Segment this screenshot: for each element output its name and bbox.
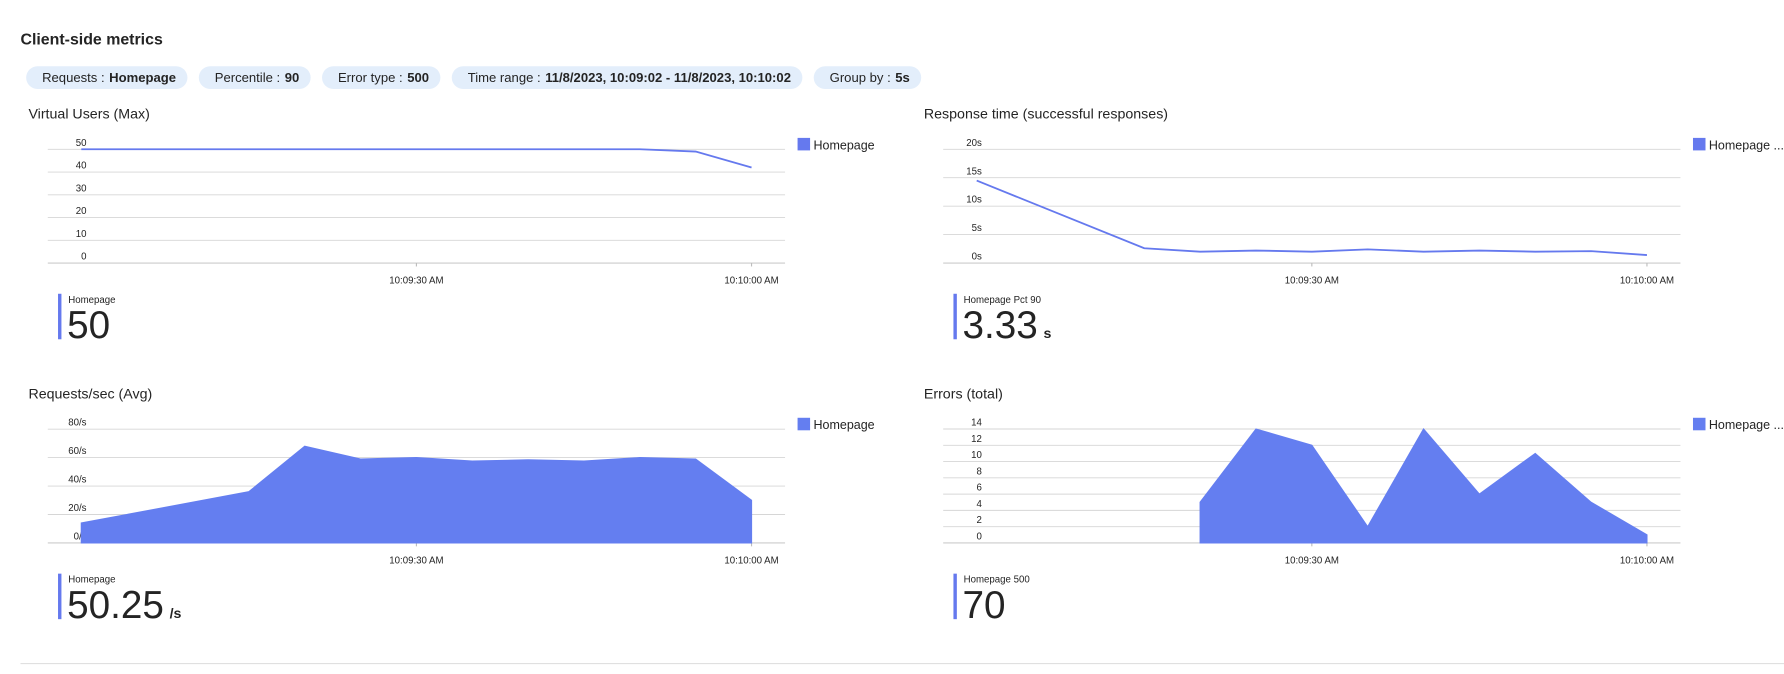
line-series bbox=[81, 148, 752, 169]
pill-label: Error type : bbox=[338, 70, 403, 85]
pill-label: Group by : bbox=[830, 70, 891, 85]
x-tick-label: 10:09:30 AM bbox=[1285, 555, 1339, 566]
summary-value: 50.25 bbox=[67, 584, 164, 627]
y-tick-label: 10 bbox=[76, 229, 87, 240]
summary-label: Homepage Pct 90 bbox=[964, 295, 1041, 306]
legend-label: Homepage ... bbox=[1709, 418, 1784, 432]
summary-value: 70 bbox=[963, 584, 1006, 627]
summary-bar bbox=[953, 293, 957, 340]
line-series bbox=[976, 179, 1648, 256]
legend-swatch bbox=[1692, 137, 1706, 151]
summary-bar bbox=[953, 573, 957, 620]
y-tick-label: 50 bbox=[76, 138, 87, 149]
y-tick-label: 20s bbox=[966, 138, 982, 149]
filter-pill: Group by : 5s bbox=[813, 66, 922, 89]
pill-text: Requests : Homepage bbox=[42, 70, 176, 85]
x-tick-label: 10:10:00 AM bbox=[1620, 555, 1674, 566]
legend-label: Homepage bbox=[813, 418, 874, 432]
summary-bar bbox=[58, 573, 62, 620]
pill-background bbox=[322, 66, 441, 89]
pill-background bbox=[26, 66, 188, 89]
y-tick-label: 4 bbox=[977, 499, 983, 510]
y-tick-label: 14 bbox=[971, 418, 982, 429]
y-tick-label: 0/s bbox=[74, 532, 87, 543]
pill-text: Group by : 5s bbox=[830, 70, 910, 85]
x-tick-label: 10:10:00 AM bbox=[724, 276, 778, 287]
pill-background bbox=[198, 66, 311, 89]
y-tick-label: 12 bbox=[971, 434, 982, 445]
y-tick-label: 60/s bbox=[68, 446, 86, 457]
y-tick-label: 20 bbox=[76, 206, 87, 217]
legend-swatch bbox=[797, 417, 811, 431]
y-tick-label: 30 bbox=[76, 183, 87, 194]
y-tick-label: 0s bbox=[972, 252, 982, 263]
area-series bbox=[1199, 428, 1648, 544]
x-tick-label: 10:09:30 AM bbox=[389, 555, 443, 566]
pill-value: Homepage bbox=[109, 70, 176, 85]
chart-title: Errors (total) bbox=[924, 386, 1003, 402]
x-tick-label: 10:10:00 AM bbox=[724, 555, 778, 566]
y-tick-label: 0 bbox=[81, 252, 86, 263]
legend-label: Homepage ... bbox=[1709, 138, 1784, 152]
pill-value: 11/8/2023, 10:09:02 - 11/8/2023, 10:10:0… bbox=[545, 70, 791, 85]
y-tick-label: 10s bbox=[966, 195, 982, 206]
y-tick-label: 0 bbox=[977, 532, 982, 543]
page-title: Client-side metrics bbox=[20, 32, 162, 49]
legend-label: Homepage bbox=[813, 138, 874, 152]
pill-background bbox=[813, 66, 922, 89]
x-tick-label: 10:09:30 AM bbox=[389, 276, 443, 287]
filter-pill: Requests : Homepage bbox=[26, 66, 188, 89]
pill-value: 500 bbox=[407, 70, 429, 85]
filter-pill: Percentile : 90 bbox=[198, 66, 311, 89]
y-tick-label: 20/s bbox=[68, 503, 86, 514]
y-tick-label: 80/s bbox=[68, 418, 86, 429]
summary-bar bbox=[58, 293, 62, 340]
legend-swatch bbox=[797, 137, 811, 151]
summary-unit: /s bbox=[170, 606, 182, 622]
y-tick-label: 5s bbox=[972, 223, 982, 234]
y-tick-label: 15s bbox=[966, 166, 982, 177]
filter-pill: Error type : 500 bbox=[322, 66, 441, 89]
pill-value: 5s bbox=[895, 70, 910, 85]
y-tick-label: 40 bbox=[76, 161, 87, 172]
summary-label: Homepage bbox=[68, 295, 115, 306]
pill-value: 90 bbox=[285, 70, 300, 85]
y-tick-label: 2 bbox=[977, 515, 982, 526]
y-tick-label: 8 bbox=[977, 466, 982, 477]
summary-label: Homepage 500 bbox=[964, 575, 1030, 586]
area-series bbox=[80, 445, 753, 544]
summary-value: 50 bbox=[67, 304, 110, 347]
chart-title: Virtual Users (Max) bbox=[28, 107, 149, 123]
pill-label: Requests : bbox=[42, 70, 105, 85]
x-tick-label: 10:09:30 AM bbox=[1285, 276, 1339, 287]
summary-value: 3.33 bbox=[963, 304, 1038, 347]
pill-background bbox=[451, 66, 803, 89]
legend-swatch bbox=[1692, 417, 1706, 431]
pill-text: Error type : 500 bbox=[338, 70, 429, 85]
chart-title: Requests/sec (Avg) bbox=[28, 386, 152, 402]
y-tick-label: 40/s bbox=[68, 475, 86, 486]
pill-label: Time range : bbox=[468, 70, 541, 85]
pill-text: Percentile : 90 bbox=[215, 70, 300, 85]
filter-pill: Time range : 11/8/2023, 10:09:02 - 11/8/2… bbox=[451, 66, 803, 89]
summary-unit: s bbox=[1044, 326, 1052, 342]
pill-label: Percentile : bbox=[215, 70, 280, 85]
y-tick-label: 6 bbox=[977, 483, 982, 494]
pill-text: Time range : 11/8/2023, 10:09:02 - 11/8/2… bbox=[468, 70, 791, 85]
y-tick-label: 10 bbox=[971, 450, 982, 461]
chart-title: Response time (successful responses) bbox=[924, 107, 1168, 123]
x-tick-label: 10:10:00 AM bbox=[1620, 276, 1674, 287]
summary-label: Homepage bbox=[68, 575, 115, 586]
